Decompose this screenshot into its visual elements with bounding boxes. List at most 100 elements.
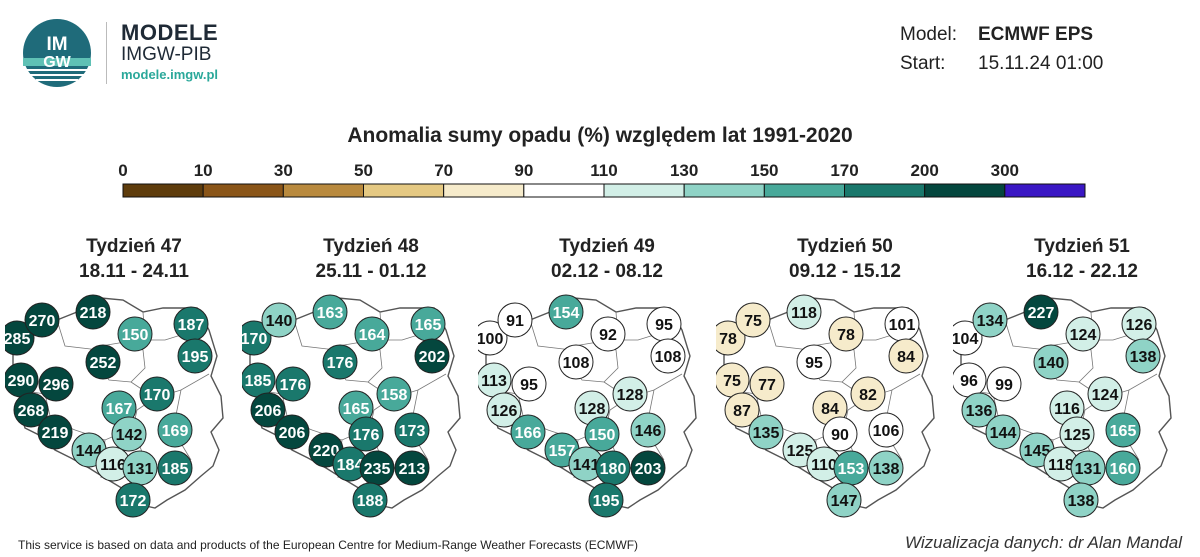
region-marker bbox=[511, 366, 547, 402]
region-value-label: 77 bbox=[758, 377, 776, 394]
scale-swatch bbox=[763, 183, 845, 198]
region-value-label: 99 bbox=[995, 377, 1013, 394]
scale-swatch bbox=[443, 183, 525, 198]
week-49-header: Tydzień 49 02.12 - 08.12 bbox=[497, 234, 717, 284]
region-marker bbox=[85, 344, 121, 380]
footer-author: Wizualizacja danych: dr Alan Mandal bbox=[904, 533, 1182, 552]
svg-text:IM: IM bbox=[46, 34, 67, 55]
region-value-label: 95 bbox=[655, 317, 673, 334]
region-marker bbox=[786, 294, 822, 330]
region-marker bbox=[748, 414, 784, 450]
region-value-label: 118 bbox=[1048, 457, 1074, 474]
region-value-label: 176 bbox=[280, 377, 307, 394]
region-marker bbox=[352, 482, 388, 518]
brand-title: MODELE bbox=[121, 20, 219, 45]
region-value-label: 87 bbox=[733, 403, 751, 420]
region-marker bbox=[822, 416, 858, 452]
region-marker bbox=[157, 412, 193, 448]
region-marker bbox=[274, 414, 310, 450]
region-value-label: 136 bbox=[966, 403, 993, 420]
region-marker bbox=[261, 302, 297, 338]
region-value-label: 163 bbox=[317, 305, 344, 322]
region-value-label: 195 bbox=[182, 349, 209, 366]
region-marker bbox=[953, 320, 983, 356]
region-value-label: 167 bbox=[106, 401, 133, 418]
region-marker bbox=[157, 450, 193, 486]
region-value-label: 169 bbox=[162, 423, 189, 440]
region-marker bbox=[749, 366, 785, 402]
region-value-label: 157 bbox=[549, 443, 576, 460]
region-marker bbox=[796, 344, 832, 380]
region-marker bbox=[961, 392, 997, 428]
brand-url[interactable]: modele.imgw.pl bbox=[121, 67, 219, 82]
region-marker bbox=[115, 482, 151, 518]
region-value-label: 270 bbox=[29, 313, 56, 330]
region-marker bbox=[139, 376, 175, 412]
region-value-label: 116 bbox=[1054, 401, 1080, 418]
start-label: Start: bbox=[900, 53, 946, 74]
region-value-label: 165 bbox=[415, 317, 442, 334]
scale-swatch bbox=[1004, 183, 1086, 198]
region-marker bbox=[888, 338, 924, 374]
region-marker bbox=[478, 320, 508, 356]
region-value-label: 235 bbox=[364, 461, 391, 478]
region-marker bbox=[1023, 294, 1059, 330]
region-value-label: 124 bbox=[1092, 387, 1119, 404]
start-value: 15.11.24 01:00 bbox=[978, 53, 1104, 74]
week-title: Tydzień 47 bbox=[86, 236, 182, 257]
region-marker bbox=[1105, 450, 1141, 486]
region-border bbox=[56, 319, 100, 351]
region-value-label: 95 bbox=[520, 377, 538, 394]
region-value-label: 176 bbox=[327, 355, 354, 372]
region-value-label: 153 bbox=[838, 461, 865, 478]
region-value-label: 150 bbox=[122, 327, 149, 344]
region-value-label: 202 bbox=[419, 349, 446, 366]
region-marker bbox=[75, 294, 111, 330]
region-marker bbox=[735, 302, 771, 338]
region-value-label: 147 bbox=[831, 493, 858, 510]
scale-tick-label: 30 bbox=[274, 161, 293, 180]
region-value-label: 290 bbox=[8, 373, 35, 390]
region-marker bbox=[724, 392, 760, 428]
region-marker bbox=[312, 294, 348, 330]
region-marker bbox=[716, 320, 746, 356]
scale-swatch bbox=[363, 183, 445, 198]
region-value-label: 144 bbox=[990, 425, 1017, 442]
region-marker bbox=[588, 482, 624, 518]
week-dates: 09.12 - 15.12 bbox=[789, 261, 901, 282]
region-value-label: 185 bbox=[245, 373, 272, 390]
region-marker bbox=[242, 320, 272, 356]
region-marker bbox=[1065, 316, 1101, 352]
region-value-label: 227 bbox=[1028, 305, 1055, 322]
region-border bbox=[1004, 319, 1048, 351]
region-value-label: 206 bbox=[279, 425, 306, 442]
scale-swatch bbox=[202, 183, 284, 198]
scale-tick-label: 90 bbox=[514, 161, 533, 180]
region-value-label: 268 bbox=[18, 403, 45, 420]
region-marker bbox=[394, 412, 430, 448]
chart-title: Anomalia sumy opadu (%) względem lat 199… bbox=[347, 124, 853, 147]
region-marker bbox=[850, 376, 886, 412]
week-50-header: Tydzień 50 09.12 - 15.12 bbox=[735, 234, 955, 284]
week-dates: 02.12 - 08.12 bbox=[551, 261, 663, 282]
region-value-label: 165 bbox=[343, 401, 370, 418]
region-value-label: 138 bbox=[1068, 493, 1095, 510]
week-47-header: Tydzień 47 18.11 - 24.11 bbox=[24, 234, 244, 284]
region-marker bbox=[612, 376, 648, 412]
scale-swatch bbox=[122, 183, 204, 198]
region-value-label: 206 bbox=[255, 403, 282, 420]
region-value-label: 219 bbox=[42, 425, 69, 442]
scale-swatch bbox=[523, 183, 605, 198]
region-value-label: 101 bbox=[889, 317, 916, 334]
region-value-label: 164 bbox=[359, 327, 386, 344]
week-title: Tydzień 48 bbox=[323, 236, 419, 257]
region-marker bbox=[111, 416, 147, 452]
region-marker bbox=[13, 392, 49, 428]
region-value-label: 170 bbox=[242, 331, 267, 348]
week-title: Tydzień 49 bbox=[559, 236, 655, 257]
region-marker bbox=[394, 450, 430, 486]
region-border bbox=[529, 319, 573, 351]
region-value-label: 180 bbox=[600, 461, 627, 478]
region-value-label: 141 bbox=[573, 457, 600, 474]
